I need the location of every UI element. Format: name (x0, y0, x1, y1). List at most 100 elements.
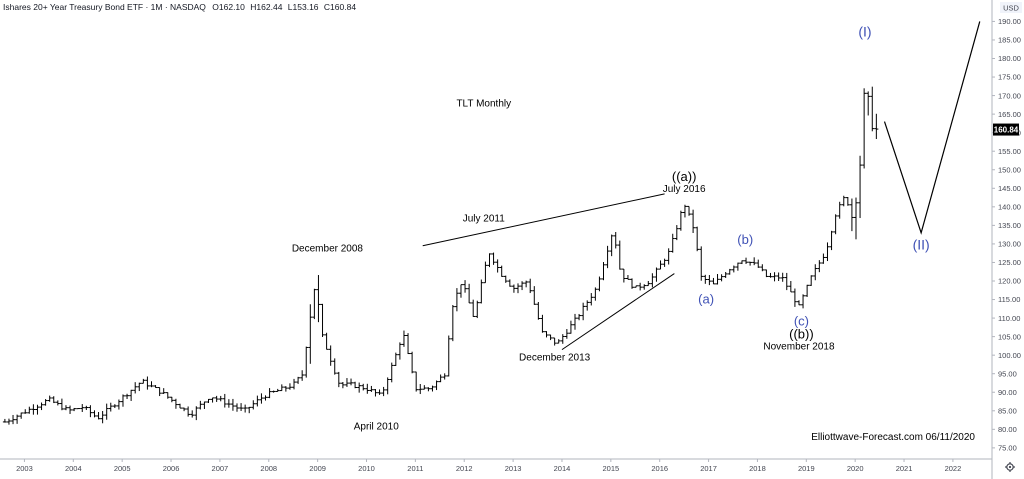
ohlc-bar (312, 288, 317, 320)
symbol-name[interactable]: Ishares 20+ Year Treasury Bond ETF · 1M … (3, 2, 206, 12)
x-tick-label: 2017 (700, 464, 717, 473)
x-tick-label: 2018 (749, 464, 766, 473)
ohlc-bar (475, 300, 480, 319)
currency-text: USD (1003, 4, 1019, 13)
ohlc-bar (556, 339, 561, 344)
watermark-text: Elliottwave-Forecast.com 06/11/2020 (811, 432, 975, 443)
annotation-label: November 2018 (763, 342, 835, 353)
annotation-label: (I) (858, 23, 871, 39)
ohlc-bar (438, 374, 443, 383)
ohlc-bar (47, 395, 52, 402)
x-tick-label: 2012 (456, 464, 473, 473)
ohlc-bar (817, 260, 822, 273)
ohlc-bar (369, 385, 374, 392)
y-tick-label: 155.00 (998, 147, 1021, 156)
ohlc-bar (393, 352, 398, 366)
ohlc-bar (617, 240, 622, 270)
ohlc-bar (271, 390, 276, 393)
last-price-tag: 160.84 (993, 123, 1019, 136)
annotation-label: ((b)) (789, 326, 814, 341)
symbol-header[interactable]: Ishares 20+ Year Treasury Bond ETF · 1M … (3, 2, 359, 12)
y-tick-label: 175.00 (998, 73, 1021, 82)
ohlc-bar (825, 242, 830, 262)
ohlc-bar (340, 381, 345, 389)
ohlc-bar (287, 383, 292, 390)
ohlc-bar (458, 284, 463, 298)
ohlc-bar (829, 230, 834, 251)
ohlc-bar (51, 396, 56, 404)
y-tick-label: 140.00 (998, 203, 1021, 212)
currency-label: USD (1000, 2, 1022, 13)
ohlc-bar (316, 275, 321, 323)
ohlc-bar (300, 370, 305, 381)
ohlc-bar (471, 299, 476, 317)
x-tick-label: 2022 (945, 464, 962, 473)
ohlc-bar (251, 400, 256, 410)
ohlc-bar (202, 401, 207, 409)
ohlc-bar (120, 394, 125, 407)
ohlc-bar (691, 209, 696, 234)
ohlc-bar (349, 378, 354, 386)
annotation-label: (a) (698, 291, 714, 306)
settings-button[interactable] (1005, 462, 1015, 472)
annotation-label: April 2010 (354, 421, 399, 432)
ohlc-bar (2, 418, 7, 423)
ohlc-bar (536, 302, 541, 320)
ohlc-bar (788, 281, 793, 293)
x-tick-label: 2009 (309, 464, 326, 473)
ohlc-bar (308, 304, 313, 364)
ohlc-bar (739, 260, 744, 265)
ohlc-bar (173, 398, 178, 409)
ohlc-bar (235, 403, 240, 412)
ohlc-bar (528, 278, 533, 294)
y-tick-label: 185.00 (998, 36, 1021, 45)
ohlc-bar (214, 395, 219, 402)
ohlc-bar (723, 271, 728, 278)
ohlc-bar (849, 198, 854, 232)
ohlc-bar (699, 246, 704, 281)
x-tick-label: 2021 (896, 464, 913, 473)
ohlc-bar (715, 274, 720, 285)
y-tick-label: 150.00 (998, 165, 1021, 174)
ohlc-bar (76, 408, 81, 410)
ohlc-bar (853, 197, 858, 240)
ohlc-bar (414, 371, 419, 392)
annotation-label: December 2013 (519, 353, 591, 364)
ohlc-bar (153, 385, 158, 389)
ohlc-bar (442, 373, 447, 380)
ohlc-bar (296, 376, 301, 384)
ohlc-bar (479, 279, 484, 304)
ohlc-bar (573, 313, 578, 330)
y-tick-label: 95.00 (998, 369, 1017, 378)
ohlc-bar (31, 404, 36, 415)
ohlc-bar (768, 272, 773, 278)
close-value: C160.84 (323, 2, 357, 12)
ohlc-bar (463, 280, 468, 293)
ohlc-bar (552, 337, 557, 346)
ohlc-bar (682, 204, 687, 218)
ohlc-bar (116, 399, 121, 410)
x-tick-label: 2019 (798, 464, 815, 473)
ohlc-bar (862, 88, 867, 169)
ohlc-bar (43, 399, 48, 406)
ohlc-bar (137, 382, 142, 392)
x-tick-label: 2008 (260, 464, 277, 473)
ohlc-bar (39, 402, 44, 411)
ohlc-bar (279, 384, 284, 392)
ohlc-bar (495, 259, 500, 273)
ohlc-bar (385, 377, 390, 395)
ohlc-bar (491, 252, 496, 265)
ohlc-bar (638, 282, 643, 291)
ohlc-bar (27, 406, 32, 414)
gear-icon (1005, 462, 1015, 472)
y-tick-label: 170.00 (998, 91, 1021, 100)
ohlc-bar (744, 257, 749, 264)
ohlc-bar (833, 214, 838, 235)
ohlc-bar (568, 320, 573, 334)
ohlc-bar (373, 389, 378, 397)
ohlc-bar (658, 260, 663, 270)
time-axis[interactable]: 2003 2004 2005 2006 2007 2008 2009 2010 2011 2012… (0, 458, 992, 473)
x-tick-label: 2004 (65, 464, 82, 473)
ohlc-bar (446, 335, 451, 377)
